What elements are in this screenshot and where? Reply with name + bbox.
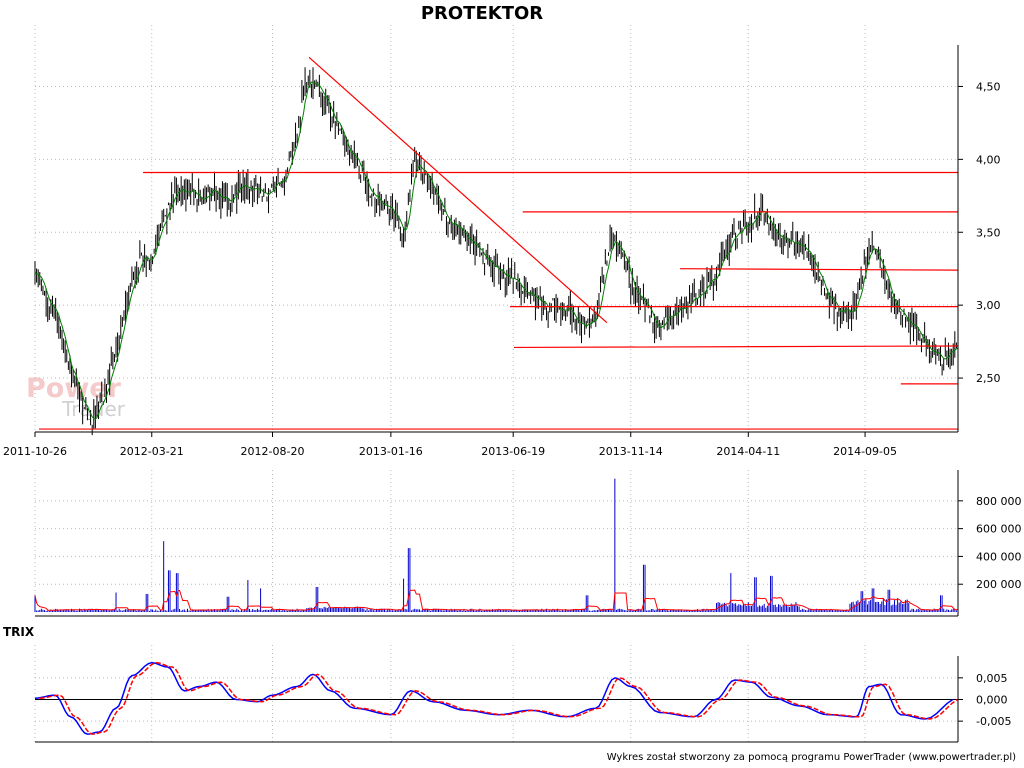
price-y-tick-label: 2,50	[976, 372, 1001, 385]
trix-axes: 0,005 0,000 -0,005	[35, 656, 1011, 743]
price-y-tick-label: 3,00	[976, 299, 1001, 312]
trend-line	[679, 268, 959, 271]
price-x-tick-label: 2012-03-21	[120, 445, 184, 458]
price-x-tick-label: 2013-06-19	[481, 445, 545, 458]
volume-axes: 800 000 600 000 400 000 200 000	[35, 470, 1022, 617]
price-x-tick-label: 2012-08-20	[241, 445, 305, 458]
volume-ma-line	[34, 589, 959, 611]
price-moving-average	[34, 81, 959, 420]
price-y-tick-label: 4,00	[976, 153, 1001, 166]
trix-y-tick-label: 0,000	[976, 694, 1008, 707]
trix-line	[34, 661, 954, 735]
volume-y-tick-label: 400 000	[976, 550, 1022, 563]
trend-line	[513, 345, 959, 349]
price-axes: 4,50 4,00 3,50 3,00 2,50 2011-10-26 2012-03-21…	[3, 45, 1001, 458]
trix-signal-line	[39, 661, 958, 735]
price-y-tick-label: 3,50	[976, 226, 1001, 239]
volume-moving-average	[34, 589, 959, 611]
trend-line	[308, 56, 608, 324]
footer-credit: Wykres został stworzony za pomocą progra…	[607, 752, 1016, 763]
price-x-tick-label: 2014-09-05	[833, 445, 897, 458]
price-x-tick-label: 2014-04-11	[716, 445, 780, 458]
trix-lines	[34, 661, 958, 735]
price-y-tick-label: 4,50	[976, 80, 1001, 93]
price-x-tick-label: 2013-01-16	[359, 445, 423, 458]
price-x-tick-label: 2011-10-26	[3, 445, 67, 458]
trix-y-tick-label: -0,005	[976, 715, 1011, 728]
trix-y-tick-label: 0,005	[976, 672, 1008, 685]
price-x-tick-label: 2013-11-14	[599, 445, 663, 458]
price-ma-line	[34, 81, 959, 420]
chart-title: PROTEKTOR	[421, 3, 543, 24]
volume-y-tick-label: 200 000	[976, 578, 1022, 591]
trix-grid	[34, 645, 958, 742]
volume-y-tick-label: 600 000	[976, 523, 1022, 536]
price-candles	[34, 67, 959, 436]
volume-bars	[34, 478, 959, 612]
volume-y-tick-label: 800 000	[976, 495, 1022, 508]
trix-label: TRIX	[3, 625, 35, 639]
trend-lines	[38, 56, 959, 430]
